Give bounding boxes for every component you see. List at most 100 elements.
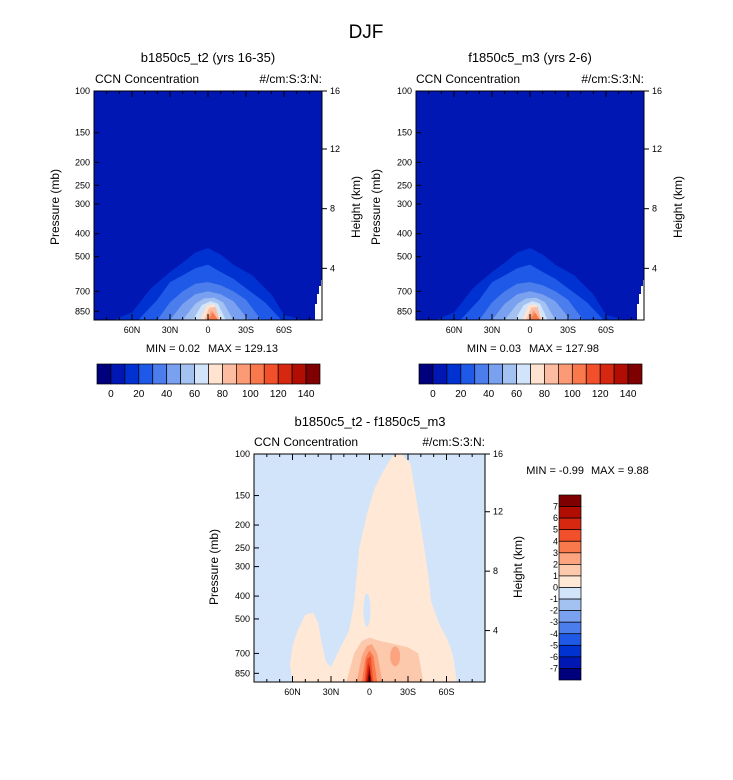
panel-left-ylabel: Pressure (mb) [48, 169, 62, 245]
panel-diff-plot: 60N 30N 0 30S 60S 100 150 200 250 300 400 500 700 850… [235, 449, 503, 697]
height-tick-label: 4 [652, 263, 657, 273]
colorbar-label: 4 [553, 536, 558, 546]
y-tick-label: 100 [397, 86, 412, 96]
colorbar-label: 7 [553, 502, 558, 512]
y-tick-label: 700 [75, 286, 90, 296]
colorbar-box [249, 363, 265, 385]
colorbar-box [96, 363, 112, 385]
x-tick-label: 60S [276, 325, 292, 335]
panel-diff-colorbar: 76 54 32 1 0-1 -2-3 -4-5 -6-7 [550, 494, 582, 681]
panel-left-max: MAX = 129.13 [208, 343, 278, 355]
panel-right-title: f1850c5_m3 (yrs 2-6) [468, 50, 592, 65]
x-tick-label: 0 [527, 325, 532, 335]
height-tick-label: 12 [652, 144, 662, 154]
panel-left-title: b1850c5_t2 (yrs 16-35) [141, 50, 275, 65]
panel-right-min: MIN = 0.03 [467, 343, 521, 355]
colorbar-box [488, 363, 503, 385]
x-tick-label: 60S [438, 687, 454, 697]
colorbar-label: 0 [430, 389, 436, 400]
x-tick-label: 60S [598, 325, 614, 335]
height-tick-label: 16 [652, 86, 662, 96]
colorbar-box [558, 494, 582, 507]
colorbar-box [194, 363, 209, 385]
panel-diff-units-label: #/cm:S:3:N: [422, 435, 485, 449]
colorbar-box [544, 363, 559, 385]
height-tick-label: 16 [330, 86, 340, 96]
height-tick-label: 8 [330, 204, 335, 214]
panel-diff-ylabel: Pressure (mb) [207, 529, 221, 605]
page-title: DJF [349, 22, 384, 43]
y-tick-label: 150 [397, 128, 412, 138]
panel-left-plot: 60N 30N 0 30S 60S 100 150 200 250 300 400 500 700 850… [75, 86, 340, 335]
colorbar-box [558, 506, 582, 519]
missing-data-mask [637, 280, 644, 320]
colorbar-box [558, 610, 582, 623]
colorbar-box [446, 363, 462, 385]
colorbar-label: 120 [270, 389, 287, 400]
panel-diff-variable-label: CCN Concentration [254, 435, 358, 449]
panel-left-min: MIN = 0.02 [146, 343, 200, 355]
y-tick-label: 500 [397, 252, 412, 262]
contour-fill-level-10 [208, 312, 219, 320]
colorbar-box [166, 363, 181, 385]
colorbar-box [558, 598, 582, 611]
colorbar-box [558, 656, 582, 669]
colorbar-box [277, 363, 293, 385]
panel-left-units-label: #/cm:S:3:N: [259, 72, 322, 86]
x-tick-label: 60N [446, 325, 463, 335]
colorbar-label: 60 [511, 389, 523, 400]
panel-right: f1850c5_m3 (yrs 2-6) CCN Concentration #… [369, 50, 685, 400]
colorbar-box [558, 621, 582, 635]
y-tick-label: 300 [75, 199, 90, 209]
y-tick-label: 400 [75, 229, 90, 239]
panel-left: b1850c5_t2 (yrs 16-35) CCN Concentration… [48, 50, 363, 400]
height-tick-label: 16 [493, 449, 503, 459]
panel-right-plot: 60N 30N 0 30S 60S 100 150 200 250 300 400 500 700 850… [397, 86, 662, 335]
colorbar-box [432, 363, 448, 385]
colorbar-label: -3 [550, 617, 558, 627]
y-tick-label: 500 [235, 614, 250, 624]
x-tick-label: 30S [560, 325, 576, 335]
colorbar-box [558, 529, 582, 542]
y-tick-label: 150 [235, 491, 250, 501]
colorbar-label: 0 [108, 389, 114, 400]
y-tick-label: 100 [235, 449, 250, 459]
colorbar-box [599, 363, 615, 385]
diff-fill-negative-pocket [363, 593, 371, 627]
x-tick-label: 30S [400, 687, 416, 697]
colorbar-label: 80 [539, 389, 551, 400]
colorbar-label: -5 [550, 640, 558, 650]
panel-diff-min: MIN = -0.99 [526, 465, 584, 477]
panel-right-ylabel-right: Height (km) [671, 176, 685, 238]
colorbar-box [571, 363, 587, 385]
colorbar-label: 0 [553, 583, 558, 593]
panel-right-ylabel: Pressure (mb) [369, 169, 383, 245]
colorbar-label: 100 [564, 389, 581, 400]
panel-diff-title: b1850c5_t2 - f1850c5_m3 [294, 414, 445, 429]
colorbar-box [110, 363, 126, 385]
panel-right-units-label: #/cm:S:3:N: [581, 72, 644, 86]
colorbar-box [124, 363, 140, 385]
y-tick-label: 250 [397, 180, 412, 190]
height-tick-label: 4 [493, 626, 498, 636]
diff-fill-pocket [390, 646, 401, 667]
colorbar-box [558, 633, 582, 646]
colorbar-box [558, 644, 582, 658]
colorbar-label: 140 [298, 389, 315, 400]
colorbar-box [558, 517, 582, 531]
colorbar-box [222, 363, 237, 385]
panel-diff-ylabel-right: Height (km) [511, 536, 525, 598]
colorbar-box [305, 363, 321, 385]
y-tick-label: 200 [75, 157, 90, 167]
colorbar-box [558, 668, 582, 681]
colorbar-label: 3 [553, 548, 558, 558]
y-tick-label: 850 [397, 306, 412, 316]
colorbar-label: -2 [550, 606, 558, 616]
colorbar-box [558, 552, 582, 565]
colorbar-label: -1 [550, 594, 558, 604]
panel-left-colorbar: 0 20 40 60 80 100 120 140 [96, 363, 321, 400]
x-tick-label: 0 [367, 687, 372, 697]
y-tick-label: 300 [235, 562, 250, 572]
colorbar-box [516, 363, 531, 385]
